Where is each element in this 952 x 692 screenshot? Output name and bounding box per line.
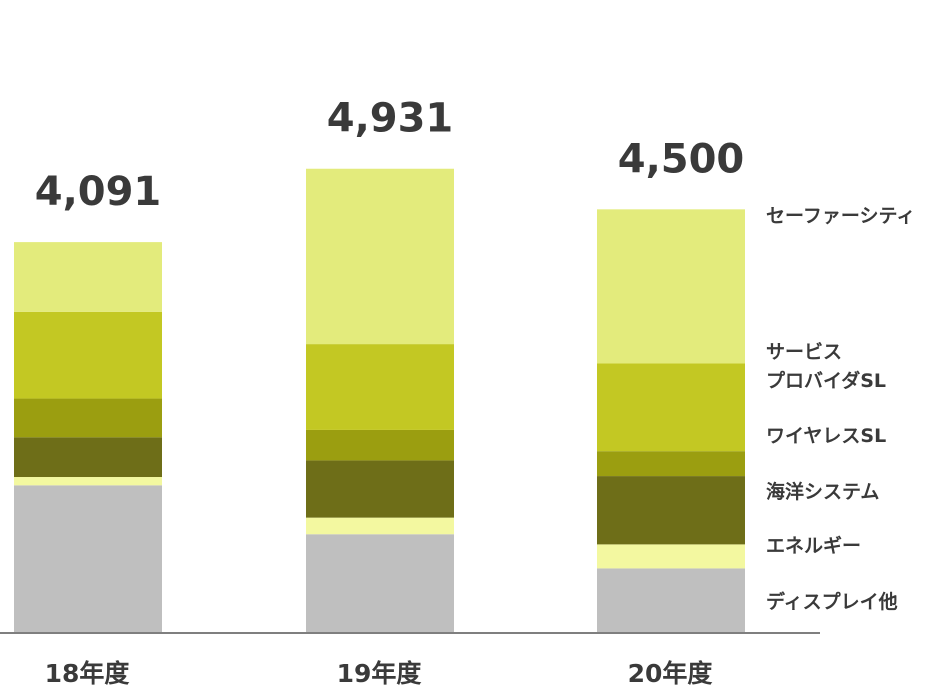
legend-label-1-0: サービス: [766, 341, 842, 363]
total-label-0: 4,091: [35, 169, 162, 215]
legend-label-2-0: ワイヤレスSL: [766, 425, 886, 447]
bar-segment-1-5: [306, 168, 454, 345]
legend-label-5-0: ディスプレイ他: [766, 590, 898, 613]
legend-label-0-0: セーファーシティ: [766, 205, 915, 227]
total-label-2: 4,500: [618, 136, 745, 182]
bar-segment-1-0: [306, 534, 454, 633]
bar-segment-1-3: [306, 429, 454, 461]
category-labels: 18年度 19年度 20年度: [45, 659, 713, 688]
legend-label-1-1: プロバイダSL: [766, 369, 886, 392]
bar-segment-0-2: [14, 437, 162, 478]
category-label-2: 20年度: [628, 659, 713, 688]
legend-label-3-0: 海洋システム: [766, 480, 879, 503]
category-label-1: 19年度: [337, 659, 422, 688]
total-labels: 4,091 4,931 4,500: [35, 96, 745, 215]
bar-segment-1-1: [306, 517, 454, 535]
bar-segment-2-0: [597, 568, 745, 633]
bar-segment-2-1: [597, 544, 745, 569]
bar-segment-2-5: [597, 209, 745, 364]
bar-segment-2-3: [597, 451, 745, 477]
bar-segment-2-2: [597, 476, 745, 545]
category-label-0: 18年度: [45, 659, 130, 688]
bar-segment-1-4: [306, 344, 454, 430]
bar-segment-2-4: [597, 363, 745, 452]
legend-label-4-0: エネルギー: [766, 535, 861, 557]
bar-segment-0-3: [14, 398, 162, 438]
bar-segment-0-0: [14, 485, 162, 633]
bar-segment-0-1: [14, 477, 162, 486]
bar-segment-1-2: [306, 460, 454, 518]
bar-segment-0-4: [14, 311, 162, 399]
bar-segment-0-5: [14, 242, 162, 312]
total-label-1: 4,931: [327, 96, 454, 142]
bars-group: [14, 168, 745, 633]
